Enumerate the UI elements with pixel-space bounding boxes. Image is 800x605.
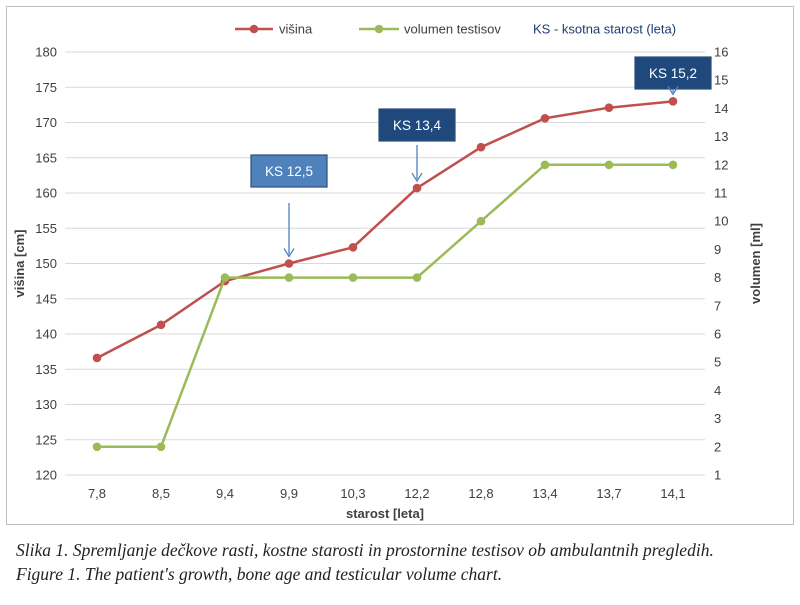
- y-tick-label: 145: [35, 291, 57, 306]
- data-point: [412, 273, 422, 282]
- data-point: [156, 320, 166, 330]
- y-tick-label: 120: [35, 468, 57, 483]
- data-point: [668, 97, 678, 106]
- data-point: [92, 353, 102, 363]
- annotation-arrowhead-2: [411, 172, 423, 183]
- y2-tick-label: 7: [714, 298, 721, 313]
- x-tick-label: 8,5: [152, 486, 170, 501]
- data-point: [284, 259, 294, 268]
- x-tick-label: 12,8: [468, 486, 493, 501]
- x-tick-label: 10,3: [340, 486, 365, 501]
- y2-tick-label: 10: [714, 214, 728, 229]
- data-point: [476, 216, 486, 226]
- y2-tick-label: 13: [714, 129, 728, 144]
- annotation-label-1: KS 12,5: [265, 164, 313, 179]
- data-point: [476, 142, 486, 152]
- data-point: [284, 273, 294, 282]
- y2-tick-label: 1: [714, 468, 721, 483]
- annotation-arrowhead-3: [667, 86, 679, 96]
- caption-slovene: Slika 1. Spremljanje dečkove rasti, kost…: [16, 540, 714, 560]
- y2-tick-label: 9: [714, 242, 721, 257]
- x-tick-label: 14,1: [660, 486, 685, 501]
- y-tick-label: 150: [35, 256, 57, 271]
- y2-tick-label: 4: [714, 383, 721, 398]
- y2-tick-label: 2: [714, 439, 721, 454]
- y2-tick-label: 12: [714, 157, 728, 172]
- annotation-label-2: KS 13,4: [393, 118, 442, 133]
- data-point: [348, 273, 358, 282]
- series-line-2: [97, 163, 673, 449]
- y2-tick-label: 8: [714, 270, 721, 285]
- x-tick-label: 9,4: [216, 486, 234, 501]
- y2-tick-label: 15: [714, 73, 728, 88]
- y-tick-label: 165: [35, 150, 57, 165]
- annotation-box-1: [250, 154, 328, 188]
- data-point: [668, 160, 678, 170]
- annotation-box-2: [378, 108, 456, 142]
- data-point: [220, 273, 230, 282]
- data-point: [412, 183, 422, 193]
- y-tick-label: 170: [35, 115, 57, 130]
- chart-frame: 120 125 130 135 140 145 150 155 160 165 170 175 180 1…: [6, 6, 794, 525]
- x-axis-label: starost [leta]: [346, 506, 424, 521]
- legend-visina-marker: [249, 24, 259, 34]
- annotation-label-3: KS 15,2: [649, 66, 697, 81]
- annotation-box-3: [634, 56, 712, 90]
- y-tick-label: 135: [35, 362, 57, 377]
- y2-tick-label: 16: [714, 45, 728, 60]
- caption-english: Figure 1. The patient's growth, bone age…: [16, 564, 503, 584]
- legend-volumen-text: volumen testisov: [404, 22, 501, 37]
- y2-axis-label: volumen [ml]: [748, 223, 763, 304]
- y-tick-label: 155: [35, 221, 57, 236]
- annotation-arrowhead-1: [283, 248, 295, 258]
- data-point: [540, 160, 550, 170]
- data-point: [92, 442, 102, 452]
- y2-tick-label: 6: [714, 327, 721, 342]
- y2-tick-label: 3: [714, 411, 721, 426]
- legend-visina-text: višina: [279, 22, 313, 37]
- x-tick-label: 7,8: [88, 486, 106, 501]
- y-tick-label: 160: [35, 186, 57, 201]
- y-tick-label: 175: [35, 80, 57, 95]
- data-point: [604, 103, 614, 112]
- x-tick-label: 13,7: [596, 486, 621, 501]
- y2-tick-label: 11: [714, 186, 728, 201]
- data-point: [156, 442, 166, 452]
- legend-note: KS - ksotna starost (leta): [533, 22, 676, 37]
- data-point: [348, 242, 358, 252]
- data-point: [604, 160, 614, 170]
- series-line-1: [96, 100, 674, 360]
- y-tick-label: 140: [35, 327, 57, 342]
- x-tick-label: 9,9: [280, 486, 298, 501]
- x-tick-label: 13,4: [532, 486, 557, 501]
- y-tick-label: 180: [35, 45, 57, 60]
- y-axis-label: višina [cm]: [12, 230, 27, 298]
- y2-tick-label: 5: [714, 355, 721, 370]
- growth-chart: 1201251301351401451501551601651701751801…: [12, 22, 763, 522]
- y-tick-label: 130: [35, 397, 57, 412]
- y-tick-label: 125: [35, 432, 57, 447]
- x-tick-label: 12,2: [404, 486, 429, 501]
- legend-volumen-marker: [374, 24, 384, 34]
- data-point: [540, 113, 550, 123]
- y2-tick-label: 14: [714, 101, 728, 116]
